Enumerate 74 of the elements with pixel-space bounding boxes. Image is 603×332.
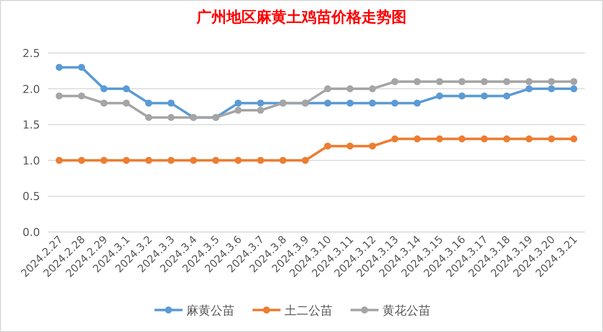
point [122, 100, 130, 107]
point [56, 156, 63, 164]
point [145, 114, 152, 121]
point [368, 100, 376, 107]
y-tick-label: 1.0 [22, 154, 40, 168]
y-tick-label: 2.0 [22, 82, 40, 96]
point [458, 78, 466, 86]
point [480, 78, 488, 86]
point [458, 135, 466, 142]
point [436, 92, 444, 100]
y-tick-label: 0.0 [22, 226, 40, 239]
legend-label: 黄花公苗 [382, 304, 430, 318]
point [391, 135, 398, 142]
point [56, 92, 63, 100]
point [526, 85, 533, 92]
point [145, 156, 152, 164]
legend-label: 麻黄公苗 [186, 304, 234, 318]
point [279, 156, 286, 164]
point [324, 100, 332, 107]
point [503, 135, 510, 142]
point [548, 85, 555, 92]
y-tick-label: 2.5 [22, 47, 40, 60]
point [548, 135, 555, 142]
point [122, 156, 130, 164]
y-tick-label: 0.5 [22, 190, 40, 204]
point [570, 85, 578, 92]
point [78, 92, 86, 100]
point [56, 64, 63, 71]
point [414, 135, 421, 142]
point [503, 78, 510, 86]
point [234, 156, 242, 164]
point [526, 135, 533, 142]
point [346, 100, 354, 107]
point [100, 156, 108, 164]
point [414, 78, 421, 86]
point [324, 142, 332, 150]
point [436, 78, 444, 86]
point [257, 100, 264, 107]
point [168, 114, 175, 121]
point [570, 78, 578, 86]
point [368, 85, 376, 92]
point [346, 85, 354, 92]
legend-label: 土二公苗 [284, 304, 332, 318]
point [100, 100, 108, 107]
point [145, 100, 152, 107]
point [458, 92, 466, 100]
point [480, 135, 488, 142]
point [257, 156, 264, 164]
point [257, 106, 264, 114]
point [526, 78, 533, 86]
point [391, 78, 398, 86]
y-tick-label: 1.5 [22, 118, 40, 132]
point [302, 156, 309, 164]
point [391, 100, 398, 107]
point [368, 142, 376, 150]
point [570, 135, 578, 142]
point [414, 100, 421, 107]
chart-title: 广州地区麻黄土鸡苗价格走势图 [196, 8, 406, 26]
point [100, 85, 108, 92]
point [346, 142, 354, 150]
point [168, 100, 175, 107]
point [168, 156, 175, 164]
point [234, 106, 242, 114]
point [436, 135, 444, 142]
point [78, 64, 86, 71]
point [234, 100, 242, 107]
point [480, 92, 488, 100]
point [190, 156, 197, 164]
point [212, 156, 220, 164]
point [78, 156, 86, 164]
point [324, 85, 332, 92]
point [503, 92, 510, 100]
point [548, 78, 555, 86]
point [122, 85, 130, 92]
